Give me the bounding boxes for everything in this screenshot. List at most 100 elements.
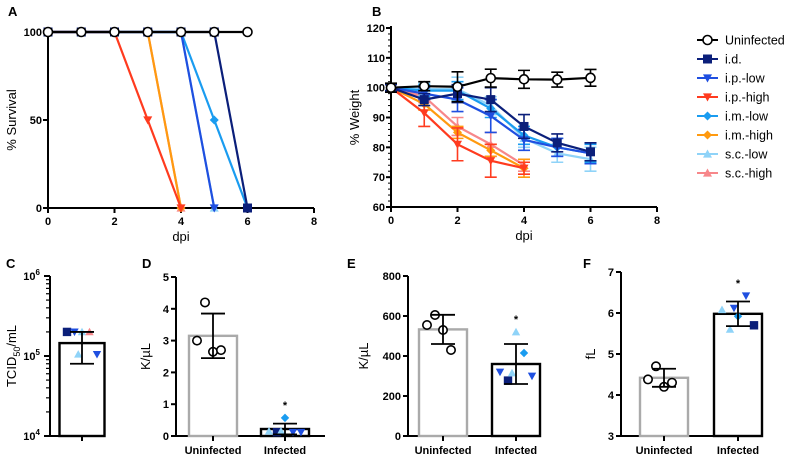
data-point — [175, 26, 187, 38]
data-point — [749, 321, 759, 330]
legend-label: i.p.-high — [725, 91, 770, 105]
legend-item: i.m.-high — [697, 129, 773, 143]
data-point — [208, 26, 220, 38]
legend-marker — [703, 74, 712, 83]
y-tick-label: 5 — [608, 349, 614, 361]
panel-A: 0 2 4 6 8 0 50 100 dpi % Survival — [4, 26, 317, 244]
series-s.c.-low — [43, 27, 219, 212]
y-axis-label: TCID50/mL — [4, 325, 22, 387]
x-tick-label: Uninfected — [636, 445, 693, 457]
bar — [712, 312, 764, 438]
y-tick-label: 1 — [163, 399, 169, 411]
data-point — [642, 374, 653, 385]
series-line — [48, 30, 183, 209]
legend-label: s.c.-high — [725, 167, 772, 181]
legend-item: s.c.-high — [697, 167, 772, 181]
data-point — [419, 95, 429, 105]
legend-item: i.p.-high — [697, 91, 770, 105]
y-tick-label: 105 — [23, 348, 40, 363]
data-point — [419, 109, 429, 118]
x-tick-label: 0 — [45, 216, 51, 228]
legend-marker — [703, 93, 712, 102]
y-tick-label: 106 — [23, 268, 40, 283]
tick-exponent: 4 — [36, 428, 41, 437]
x-tick-label: 0 — [388, 215, 394, 227]
panel-label-E: E — [347, 256, 356, 271]
y-tick-label: 3 — [163, 336, 169, 348]
legend-label: i.p.-low — [725, 72, 766, 86]
x-tick-label: Infected — [264, 445, 306, 457]
significance-marker: * — [514, 314, 519, 326]
data-point — [445, 344, 456, 355]
data-point — [296, 428, 306, 437]
data-point — [495, 368, 505, 377]
data-point — [192, 335, 203, 346]
series-Uninfected — [385, 68, 597, 103]
y-tick-label: 100 — [24, 27, 42, 39]
label-tail: /mL — [4, 325, 19, 347]
panel-label-D: D — [142, 256, 151, 271]
panel-label-F: F — [583, 256, 591, 271]
y-tick-label: 0 — [395, 431, 401, 443]
data-point — [486, 157, 496, 166]
data-point — [243, 203, 252, 213]
data-point — [421, 319, 432, 330]
data-point — [453, 140, 462, 149]
legend-label: i.d. — [725, 53, 742, 67]
data-point — [586, 147, 595, 157]
legend-marker — [703, 130, 712, 140]
y-tick-label: 400 — [383, 351, 401, 363]
legend-marker — [702, 34, 713, 46]
bar-group-Uninfected: Uninfected — [636, 361, 693, 457]
panel-E: 0 200 400 600 800 K/µL Uninfected Infected * — [356, 271, 542, 457]
data-point — [272, 427, 282, 437]
data-point — [552, 138, 562, 148]
series-line — [48, 30, 216, 209]
x-axis-label: dpi — [515, 228, 532, 243]
data-point — [92, 350, 102, 359]
data-point — [216, 345, 227, 356]
bar-group-Infected: Infected * — [490, 314, 542, 457]
error-bar — [504, 343, 528, 385]
legend-item: i.d. — [697, 53, 742, 67]
data-point — [666, 377, 677, 388]
label-main: TCID — [4, 357, 19, 387]
legend-marker — [703, 54, 712, 64]
panel-F: 3 4 5 6 7 fL Uninfected Infected * — [583, 267, 764, 457]
bar-group-Uninfected: Uninfected — [415, 309, 471, 457]
x-tick-label: Infected — [495, 445, 537, 457]
y-axis-label: K/µL — [138, 343, 153, 370]
panel-label-C: C — [6, 256, 16, 271]
tick-base: 10 — [23, 431, 35, 443]
data-point — [176, 204, 186, 213]
series-line — [48, 30, 183, 209]
tick-exponent: 5 — [36, 348, 41, 357]
x-tick-label: Infected — [717, 445, 759, 457]
y-tick-label: 3 — [608, 431, 614, 443]
data-point — [75, 26, 87, 38]
error-bar — [431, 313, 455, 345]
legend-marker — [703, 149, 712, 158]
y-tick-label: 5 — [163, 272, 169, 284]
data-point — [485, 72, 497, 84]
data-point — [518, 74, 530, 85]
bar-group-Infected: Infected * — [712, 278, 764, 457]
y-axis-label: % Weight — [347, 89, 362, 145]
x-tick-label: Uninfected — [185, 445, 242, 457]
bar — [417, 328, 469, 438]
series-i.m.-high — [43, 27, 186, 213]
legend-label: i.m.-high — [725, 129, 773, 143]
x-tick-label: 4 — [521, 215, 528, 227]
x-tick-label: 6 — [244, 216, 250, 228]
y-tick-label: 0 — [36, 203, 42, 215]
bar-group-Infected: Infected * — [259, 400, 311, 457]
data-point — [200, 297, 211, 308]
bar-group-sample — [58, 327, 106, 441]
y-tick-label: 50 — [30, 115, 42, 127]
data-point — [264, 427, 274, 435]
data-point — [519, 121, 529, 131]
data-point — [527, 372, 537, 381]
legend-marker — [703, 168, 712, 177]
significance-marker: * — [283, 400, 288, 412]
